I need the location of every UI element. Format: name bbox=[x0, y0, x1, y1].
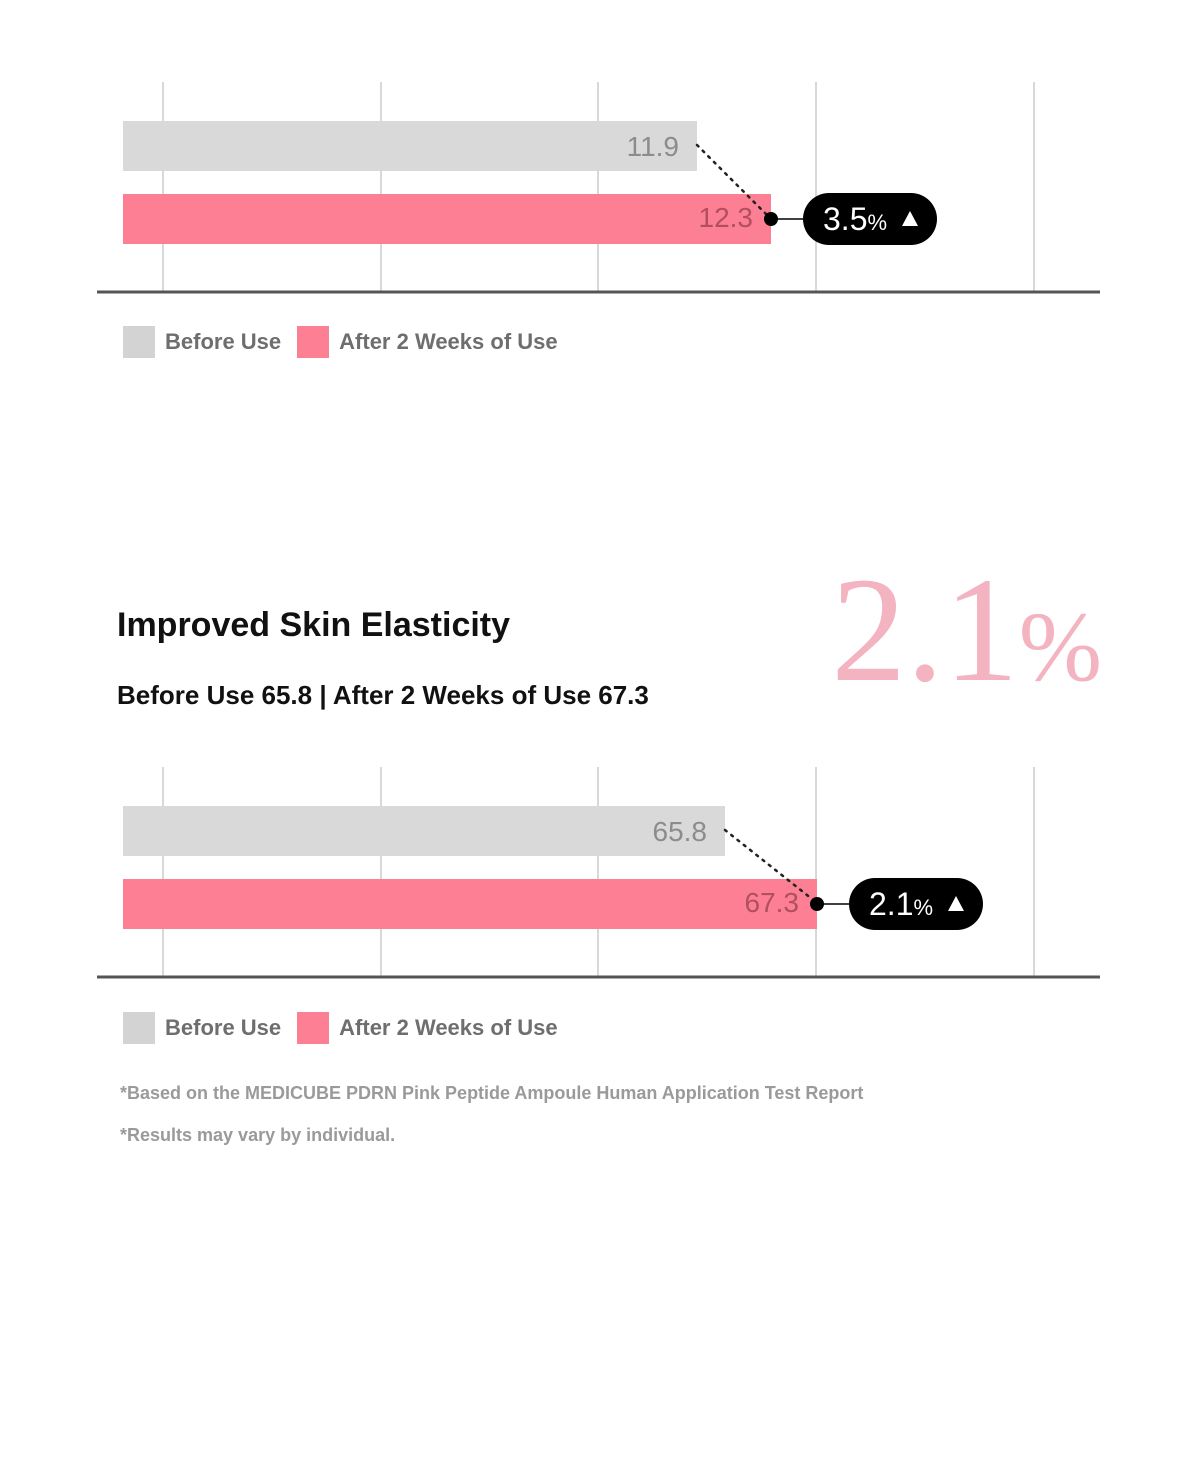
legend-swatch-after bbox=[297, 326, 330, 358]
bar-before bbox=[123, 806, 725, 856]
legend-label-before: Before Use bbox=[165, 329, 282, 354]
legend-label-after: After 2 Weeks of Use bbox=[339, 329, 558, 354]
up-arrow-icon bbox=[902, 211, 918, 226]
value-label-before: 11.9 bbox=[627, 131, 679, 162]
change-badge-unit: % bbox=[913, 895, 933, 920]
footnote-source: *Based on the MEDICUBE PDRN Pink Peptide… bbox=[120, 1083, 864, 1103]
legend-label-before: Before Use bbox=[165, 1015, 282, 1040]
up-arrow-icon bbox=[948, 896, 964, 911]
legend-swatch-before bbox=[123, 1012, 155, 1044]
change-badge-unit: % bbox=[867, 210, 887, 235]
change-connector-dotted bbox=[695, 143, 768, 216]
section-subtitle: Before Use 65.8 | After 2 Weeks of Use 6… bbox=[117, 680, 649, 710]
change-badge-text: 2.1% bbox=[869, 886, 933, 922]
legend-item-after: After 2 Weeks of Use bbox=[297, 1012, 573, 1044]
legend-swatch-after bbox=[297, 1012, 330, 1044]
chart-2-legend: Before Use After 2 Weeks of Use bbox=[123, 1012, 574, 1044]
change-badge bbox=[803, 193, 937, 245]
change-badge bbox=[849, 878, 983, 930]
bar-chart-2: 65.8 67.3 2.1% bbox=[97, 767, 1100, 979]
legend-item-before: Before Use bbox=[123, 1012, 297, 1044]
legend-swatch-before bbox=[123, 326, 155, 358]
section-title: Improved Skin Elasticity bbox=[117, 606, 511, 644]
legend-label-after: After 2 Weeks of Use bbox=[339, 1015, 558, 1040]
change-dot bbox=[764, 212, 778, 226]
big-stat-unit: % bbox=[1018, 591, 1102, 702]
big-percentage-stat: 2.1 % bbox=[831, 555, 1102, 705]
value-label-before: 65.8 bbox=[653, 816, 708, 847]
change-dot bbox=[810, 897, 824, 911]
legend-item-before: Before Use bbox=[123, 326, 297, 358]
bar-after bbox=[123, 879, 817, 929]
bar-before bbox=[123, 121, 697, 171]
value-label-after: 12.3 bbox=[699, 202, 754, 233]
bar-chart-1: 11.9 12.3 3.5% bbox=[97, 82, 1100, 294]
footnote-disclaimer: *Results may vary by individual. bbox=[120, 1125, 396, 1145]
bar-after bbox=[123, 194, 771, 244]
value-label-after: 67.3 bbox=[745, 887, 800, 918]
change-connector-dotted bbox=[723, 828, 814, 901]
chart-1-legend: Before Use After 2 Weeks of Use bbox=[123, 326, 574, 358]
change-badge-text: 3.5% bbox=[823, 201, 887, 237]
change-badge-value: 3.5 bbox=[823, 201, 867, 237]
change-badge-value: 2.1 bbox=[869, 886, 913, 922]
legend-item-after: After 2 Weeks of Use bbox=[297, 326, 573, 358]
big-stat-number: 2.1 bbox=[831, 547, 1019, 713]
